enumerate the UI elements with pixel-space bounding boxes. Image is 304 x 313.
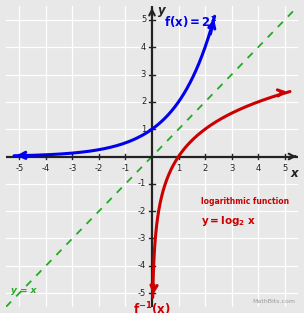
Text: 4: 4 bbox=[255, 164, 261, 173]
Text: x: x bbox=[290, 167, 298, 180]
Text: -3: -3 bbox=[138, 234, 146, 243]
Text: 5: 5 bbox=[141, 15, 146, 24]
Text: 2: 2 bbox=[202, 164, 208, 173]
Text: 5: 5 bbox=[282, 164, 287, 173]
Text: y = x: y = x bbox=[11, 286, 37, 295]
Text: 3: 3 bbox=[229, 164, 234, 173]
Text: 4: 4 bbox=[141, 43, 146, 52]
Text: y: y bbox=[158, 4, 165, 17]
Text: -1: -1 bbox=[138, 179, 146, 188]
Text: -2: -2 bbox=[95, 164, 103, 173]
Text: 1: 1 bbox=[141, 125, 146, 134]
Text: 2: 2 bbox=[141, 97, 146, 106]
Text: MathBits.com: MathBits.com bbox=[252, 299, 295, 304]
Text: 1: 1 bbox=[176, 164, 181, 173]
Text: logarithmic function: logarithmic function bbox=[201, 197, 289, 206]
Text: -4: -4 bbox=[138, 261, 146, 270]
Text: -4: -4 bbox=[42, 164, 50, 173]
Text: $\bf f^{-1}(x)$: $\bf f^{-1}(x)$ bbox=[133, 300, 171, 313]
Text: -1: -1 bbox=[121, 164, 130, 173]
Text: -5: -5 bbox=[138, 289, 146, 298]
Text: 3: 3 bbox=[141, 70, 146, 79]
Text: -2: -2 bbox=[138, 207, 146, 216]
Text: $\bf y = log_2\ x$: $\bf y = log_2\ x$ bbox=[201, 214, 256, 228]
Text: -3: -3 bbox=[68, 164, 77, 173]
Text: -5: -5 bbox=[15, 164, 23, 173]
Text: $\bf f(x)=2^x$: $\bf f(x)=2^x$ bbox=[164, 14, 217, 29]
